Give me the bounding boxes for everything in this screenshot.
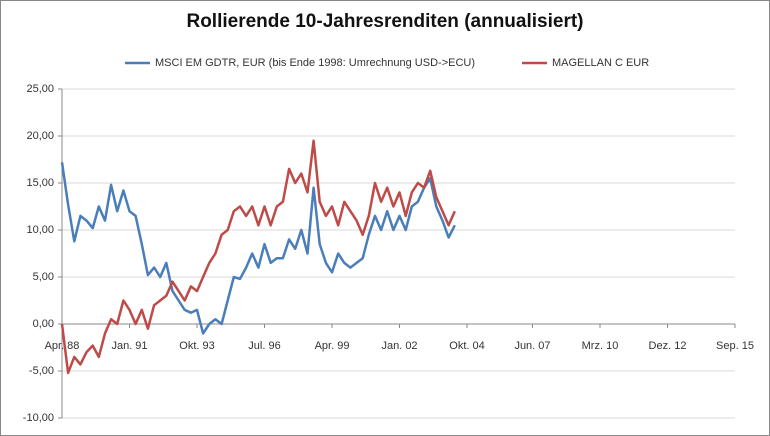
x-tick-label: Apr. 88 <box>45 340 80 352</box>
y-tick-label: -5,00 <box>29 365 54 377</box>
x-tick-label: Sep. 15 <box>716 340 754 352</box>
y-tick-label: 5,00 <box>33 271 54 283</box>
x-tick-label: Jan. 91 <box>111 340 147 352</box>
x-tick-label: Okt. 93 <box>179 340 214 352</box>
y-tick-label: 0,00 <box>33 318 54 330</box>
legend-label: MAGELLAN C EUR <box>552 57 649 69</box>
x-tick-label: Jan. 02 <box>381 340 417 352</box>
x-tick-label: Jul. 96 <box>248 340 280 352</box>
x-tick-label: Dez. 12 <box>649 340 687 352</box>
y-tick-label: 15,00 <box>26 177 54 189</box>
y-tick-label: 20,00 <box>26 130 54 142</box>
series-line <box>60 162 456 335</box>
x-tick-label: Jun. 07 <box>514 340 550 352</box>
x-tick-label: Apr. 99 <box>315 340 350 352</box>
y-tick-label: 10,00 <box>26 224 54 236</box>
x-tick-label: Mrz. 10 <box>582 340 619 352</box>
legend-label: MSCI EM GDTR, EUR (bis Ende 1998: Umrech… <box>155 57 475 69</box>
y-tick-label: -10,00 <box>23 412 54 424</box>
x-tick-label: Okt. 04 <box>449 340 484 352</box>
chart-title: Rollierende 10-Jahresrenditen (annualisi… <box>186 11 583 32</box>
series-line <box>60 139 456 375</box>
y-tick-label: 25,00 <box>26 83 54 95</box>
